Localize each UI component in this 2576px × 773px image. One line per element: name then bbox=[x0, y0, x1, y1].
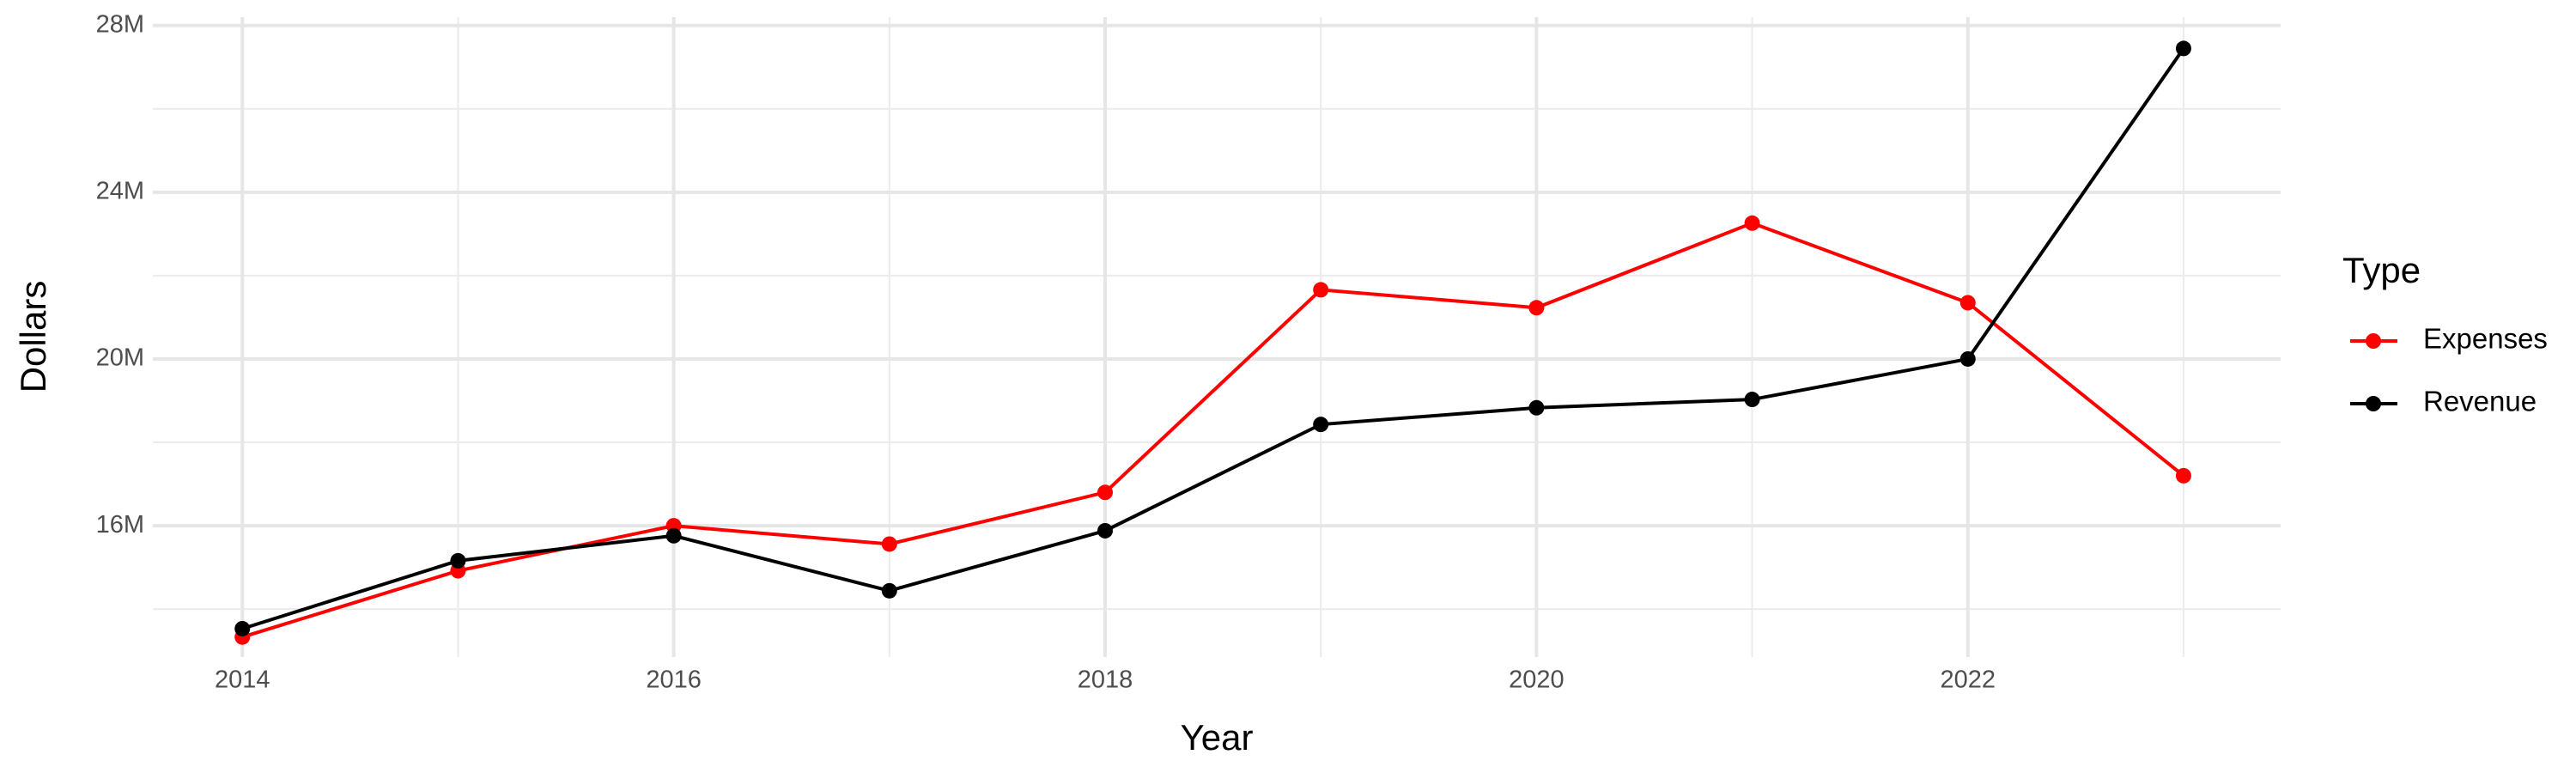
data-point bbox=[1959, 350, 1976, 367]
data-point bbox=[2175, 40, 2191, 57]
data-point bbox=[881, 536, 897, 552]
x-tick-label: 2016 bbox=[646, 666, 702, 694]
y-axis-title: Dollars bbox=[13, 281, 53, 393]
y-tick-label: 16M bbox=[96, 511, 144, 539]
x-tick-label: 2014 bbox=[215, 666, 270, 694]
legend-label: Expenses bbox=[2423, 323, 2548, 355]
legend-label: Revenue bbox=[2423, 386, 2537, 417]
data-point bbox=[665, 527, 682, 544]
data-point bbox=[234, 620, 251, 636]
y-tick-label: 28M bbox=[96, 10, 144, 38]
data-point bbox=[1097, 522, 1114, 539]
series-line bbox=[241, 47, 2185, 630]
y-tick-label: 24M bbox=[96, 177, 144, 204]
data-point bbox=[1744, 392, 1760, 408]
data-point bbox=[2175, 467, 2191, 484]
x-tick-label: 2020 bbox=[1509, 666, 1564, 694]
x-axis-title: Year bbox=[1181, 717, 1254, 758]
data-point bbox=[881, 582, 897, 599]
data-point bbox=[1097, 484, 1114, 501]
data-point bbox=[1959, 295, 1976, 311]
series-line bbox=[241, 221, 2185, 639]
data-point bbox=[1528, 399, 1545, 416]
data-point bbox=[1313, 417, 1329, 433]
data-point bbox=[450, 552, 466, 569]
y-tick-label: 20M bbox=[96, 344, 144, 372]
x-tick-label: 2022 bbox=[1941, 666, 1996, 694]
data-point bbox=[1528, 300, 1545, 316]
legend-title: Type bbox=[2342, 250, 2421, 290]
legend-marker bbox=[2366, 396, 2381, 411]
legend-marker bbox=[2366, 333, 2381, 349]
x-tick-label: 2018 bbox=[1078, 666, 1133, 694]
data-point bbox=[1744, 215, 1760, 231]
data-point bbox=[1313, 282, 1329, 298]
